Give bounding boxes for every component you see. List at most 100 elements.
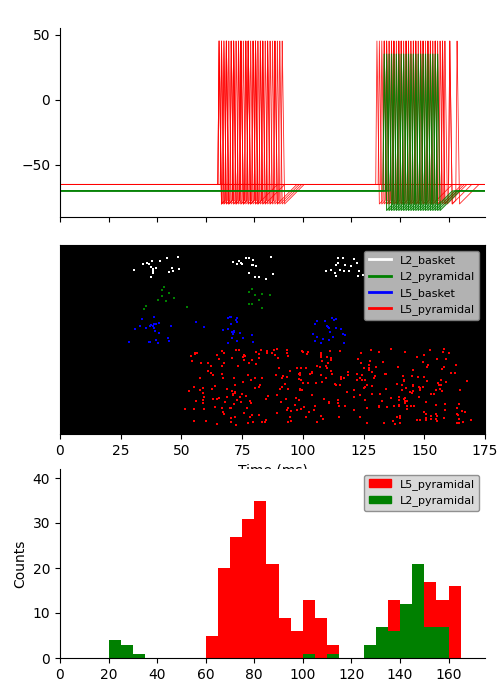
Point [342,260,349,271]
Point [374,346,382,358]
Point [386,393,394,404]
Point [212,380,220,391]
Point [283,405,291,416]
Point [207,367,215,378]
Point [360,383,368,394]
Point [314,360,322,372]
Point [150,318,158,329]
Point [414,415,422,426]
Point [199,382,207,393]
Point [312,335,320,346]
Point [306,369,314,380]
Point [158,290,166,302]
Point [302,411,310,422]
Point [356,389,364,400]
Point [165,335,173,346]
Point [267,252,275,263]
Point [276,363,283,374]
Point [454,410,462,421]
Point [232,380,239,391]
Point [246,395,254,407]
Point [144,258,152,269]
Point [258,303,266,314]
Point [254,352,262,363]
Point [324,358,332,369]
Point [318,351,326,363]
Point [364,360,372,371]
Point [420,371,428,382]
Point [218,403,226,414]
Point [248,374,256,385]
Point [238,389,246,400]
Point [467,414,475,425]
Point [249,416,257,428]
Point [354,271,362,282]
Point [273,389,281,400]
Point [220,357,228,368]
Point [422,376,430,387]
Point [344,386,351,398]
Point [318,377,326,388]
Point [410,400,418,411]
Point [364,418,372,429]
Point [432,411,440,422]
Point [250,260,258,271]
Point [146,337,154,348]
Point [224,384,232,395]
Point [209,369,217,380]
Point [230,372,238,384]
Point [398,379,406,391]
Point [332,323,340,334]
Point [218,372,226,384]
Bar [388,631,400,658]
Point [286,365,294,377]
Point [435,379,443,391]
Bar [315,617,327,658]
Point [248,337,256,348]
Point [317,347,325,358]
Point [370,372,378,384]
Bar [400,604,412,658]
Point [192,395,200,407]
Point [442,399,450,410]
Point [327,354,335,365]
Bar [388,599,400,658]
Point [255,295,263,306]
Bar [303,654,315,658]
Point [149,263,157,274]
Point [150,322,158,333]
Bar [120,654,133,658]
Point [350,404,358,415]
Point [274,353,282,364]
Point [268,347,276,358]
Point [340,330,348,341]
Point [414,372,422,383]
Point [344,265,352,276]
Point [432,409,440,420]
Point [326,327,334,338]
Point [215,354,223,365]
Point [164,332,172,344]
Point [358,374,366,386]
Point [316,362,324,373]
Point [424,359,432,370]
Point [382,401,390,412]
Point [344,370,352,381]
Bar [412,573,424,658]
Point [350,253,358,264]
Point [322,372,330,383]
Point [251,272,259,283]
Point [136,321,144,332]
Point [246,412,254,423]
Point [324,398,332,409]
Point [436,384,444,395]
Point [392,378,400,389]
Point [263,348,271,359]
Point [299,346,307,358]
Point [436,374,444,386]
Point [230,326,238,337]
Point [192,348,200,359]
Point [382,368,390,379]
Point [395,394,403,405]
Point [461,406,469,417]
